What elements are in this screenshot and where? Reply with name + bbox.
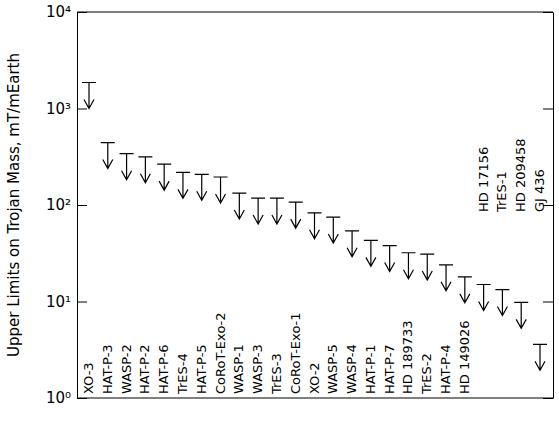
upper-limit-arrow	[439, 265, 453, 291]
y-tick-mark	[77, 302, 87, 303]
y-tick-right	[543, 109, 553, 110]
upper-limit-arrow	[289, 202, 303, 228]
category-label: HD 149026	[457, 320, 472, 394]
y-tick-label: 10⁴	[46, 3, 71, 21]
category-label: HAT-P-7	[382, 344, 397, 394]
category-label: TrES-3	[269, 353, 284, 395]
category-label: XO-2	[307, 362, 322, 394]
y-tick: 10¹	[46, 293, 87, 311]
upper-limit-arrow	[101, 143, 115, 169]
y-tick-label: 10³	[46, 100, 71, 118]
y-tick-mark-right	[543, 398, 553, 399]
upper-limit-arrow	[176, 172, 190, 198]
upper-limit-arrow	[345, 231, 359, 257]
upper-limit-arrow	[232, 193, 246, 219]
upper-limit-arrow	[251, 198, 265, 224]
y-tick-mark	[77, 109, 87, 110]
y-tick-right	[543, 12, 553, 13]
upper-limit-arrow	[420, 254, 434, 280]
y-axis-right-line	[553, 13, 554, 399]
category-label: HAT-P-4	[438, 344, 453, 394]
category-label: WASP-5	[325, 344, 340, 394]
y-tick-mark	[77, 205, 87, 206]
upper-limit-arrow	[383, 246, 397, 272]
upper-limit-arrow	[214, 177, 228, 203]
category-label: HD 189733	[400, 320, 415, 394]
y-axis: 10⁰ 10¹ 10² 10³ 10⁴	[46, 3, 87, 407]
category-label: CoRoT-Exo-1	[288, 312, 303, 394]
category-label: WASP-3	[250, 344, 265, 394]
frame-bottom	[77, 398, 553, 399]
category-label: WASP-4	[344, 344, 359, 394]
frame-top	[77, 12, 553, 13]
upper-limit-arrow	[401, 253, 415, 279]
category-label: HD 209458	[513, 138, 528, 212]
upper-limit-arrow	[458, 277, 472, 303]
category-label: WASP-1	[231, 344, 246, 394]
y-axis-title: Upper Limits on Trojan Mass, mT/mEarth	[5, 53, 23, 357]
y-tick-mark	[77, 12, 87, 13]
y-tick-label: 10⁰	[46, 389, 71, 407]
y-tick-right	[543, 398, 553, 399]
upper-limit-arrow	[270, 198, 284, 224]
upper-limit-arrow	[82, 82, 96, 108]
y-tick: 10³	[46, 100, 87, 118]
upper-limit-arrow	[477, 285, 491, 311]
upper-limit-arrow	[364, 240, 378, 266]
category-label: XO-3	[81, 362, 96, 394]
upper-limit-arrow	[514, 302, 528, 328]
upper-limit-arrow	[195, 174, 209, 200]
y-tick: 10²	[46, 196, 87, 214]
upper-limit-arrow	[308, 213, 322, 239]
category-label: HAT-P-3	[100, 344, 115, 394]
y-tick-right	[543, 302, 553, 303]
category-label: HD 17156	[476, 147, 491, 212]
category-label: HAT-P-5	[194, 344, 209, 394]
y-tick-label: 10²	[46, 196, 71, 214]
category-label: HAT-P-2	[137, 344, 152, 394]
category-label: TrES-1	[494, 171, 509, 213]
upper-limit-arrow	[157, 164, 171, 190]
y-tick-label: 10¹	[46, 293, 71, 311]
category-label: WASP-2	[119, 344, 134, 394]
plot: 10⁰ 10¹ 10² 10³ 10⁴ XO-3 HAT-P-3 WASP-2HAT-P-2 H…	[46, 3, 554, 407]
chart: 10⁰ 10¹ 10² 10³ 10⁴ XO-3 HAT-P-3 WASP-2HAT-P-2 H…	[0, 0, 559, 424]
category-label: CoRoT-Exo-2	[213, 312, 228, 394]
category-label: HAT-P-1	[363, 344, 378, 394]
category-label: TrES-4	[175, 353, 190, 395]
category-labels: XO-3 HAT-P-3 WASP-2HAT-P-2 HAT-P-6 TrES-4 HAT…	[81, 138, 547, 395]
y-tick-mark	[77, 398, 87, 399]
y-tick: 10⁴	[46, 3, 87, 21]
category-label: GJ 436	[532, 169, 547, 212]
category-label: TrES-2	[419, 353, 434, 395]
upper-limit-arrow	[533, 344, 547, 370]
category-label: HAT-P-6	[156, 344, 171, 394]
upper-limit-arrow	[120, 154, 134, 180]
y-tick-mark-right	[543, 12, 553, 13]
upper-limit-arrow	[326, 217, 340, 243]
upper-limit-arrow	[495, 290, 509, 316]
upper-limit-arrow	[138, 157, 152, 183]
y-tick-mark-right	[543, 302, 553, 303]
marks	[82, 82, 547, 370]
y-tick-mark-right	[543, 109, 553, 110]
